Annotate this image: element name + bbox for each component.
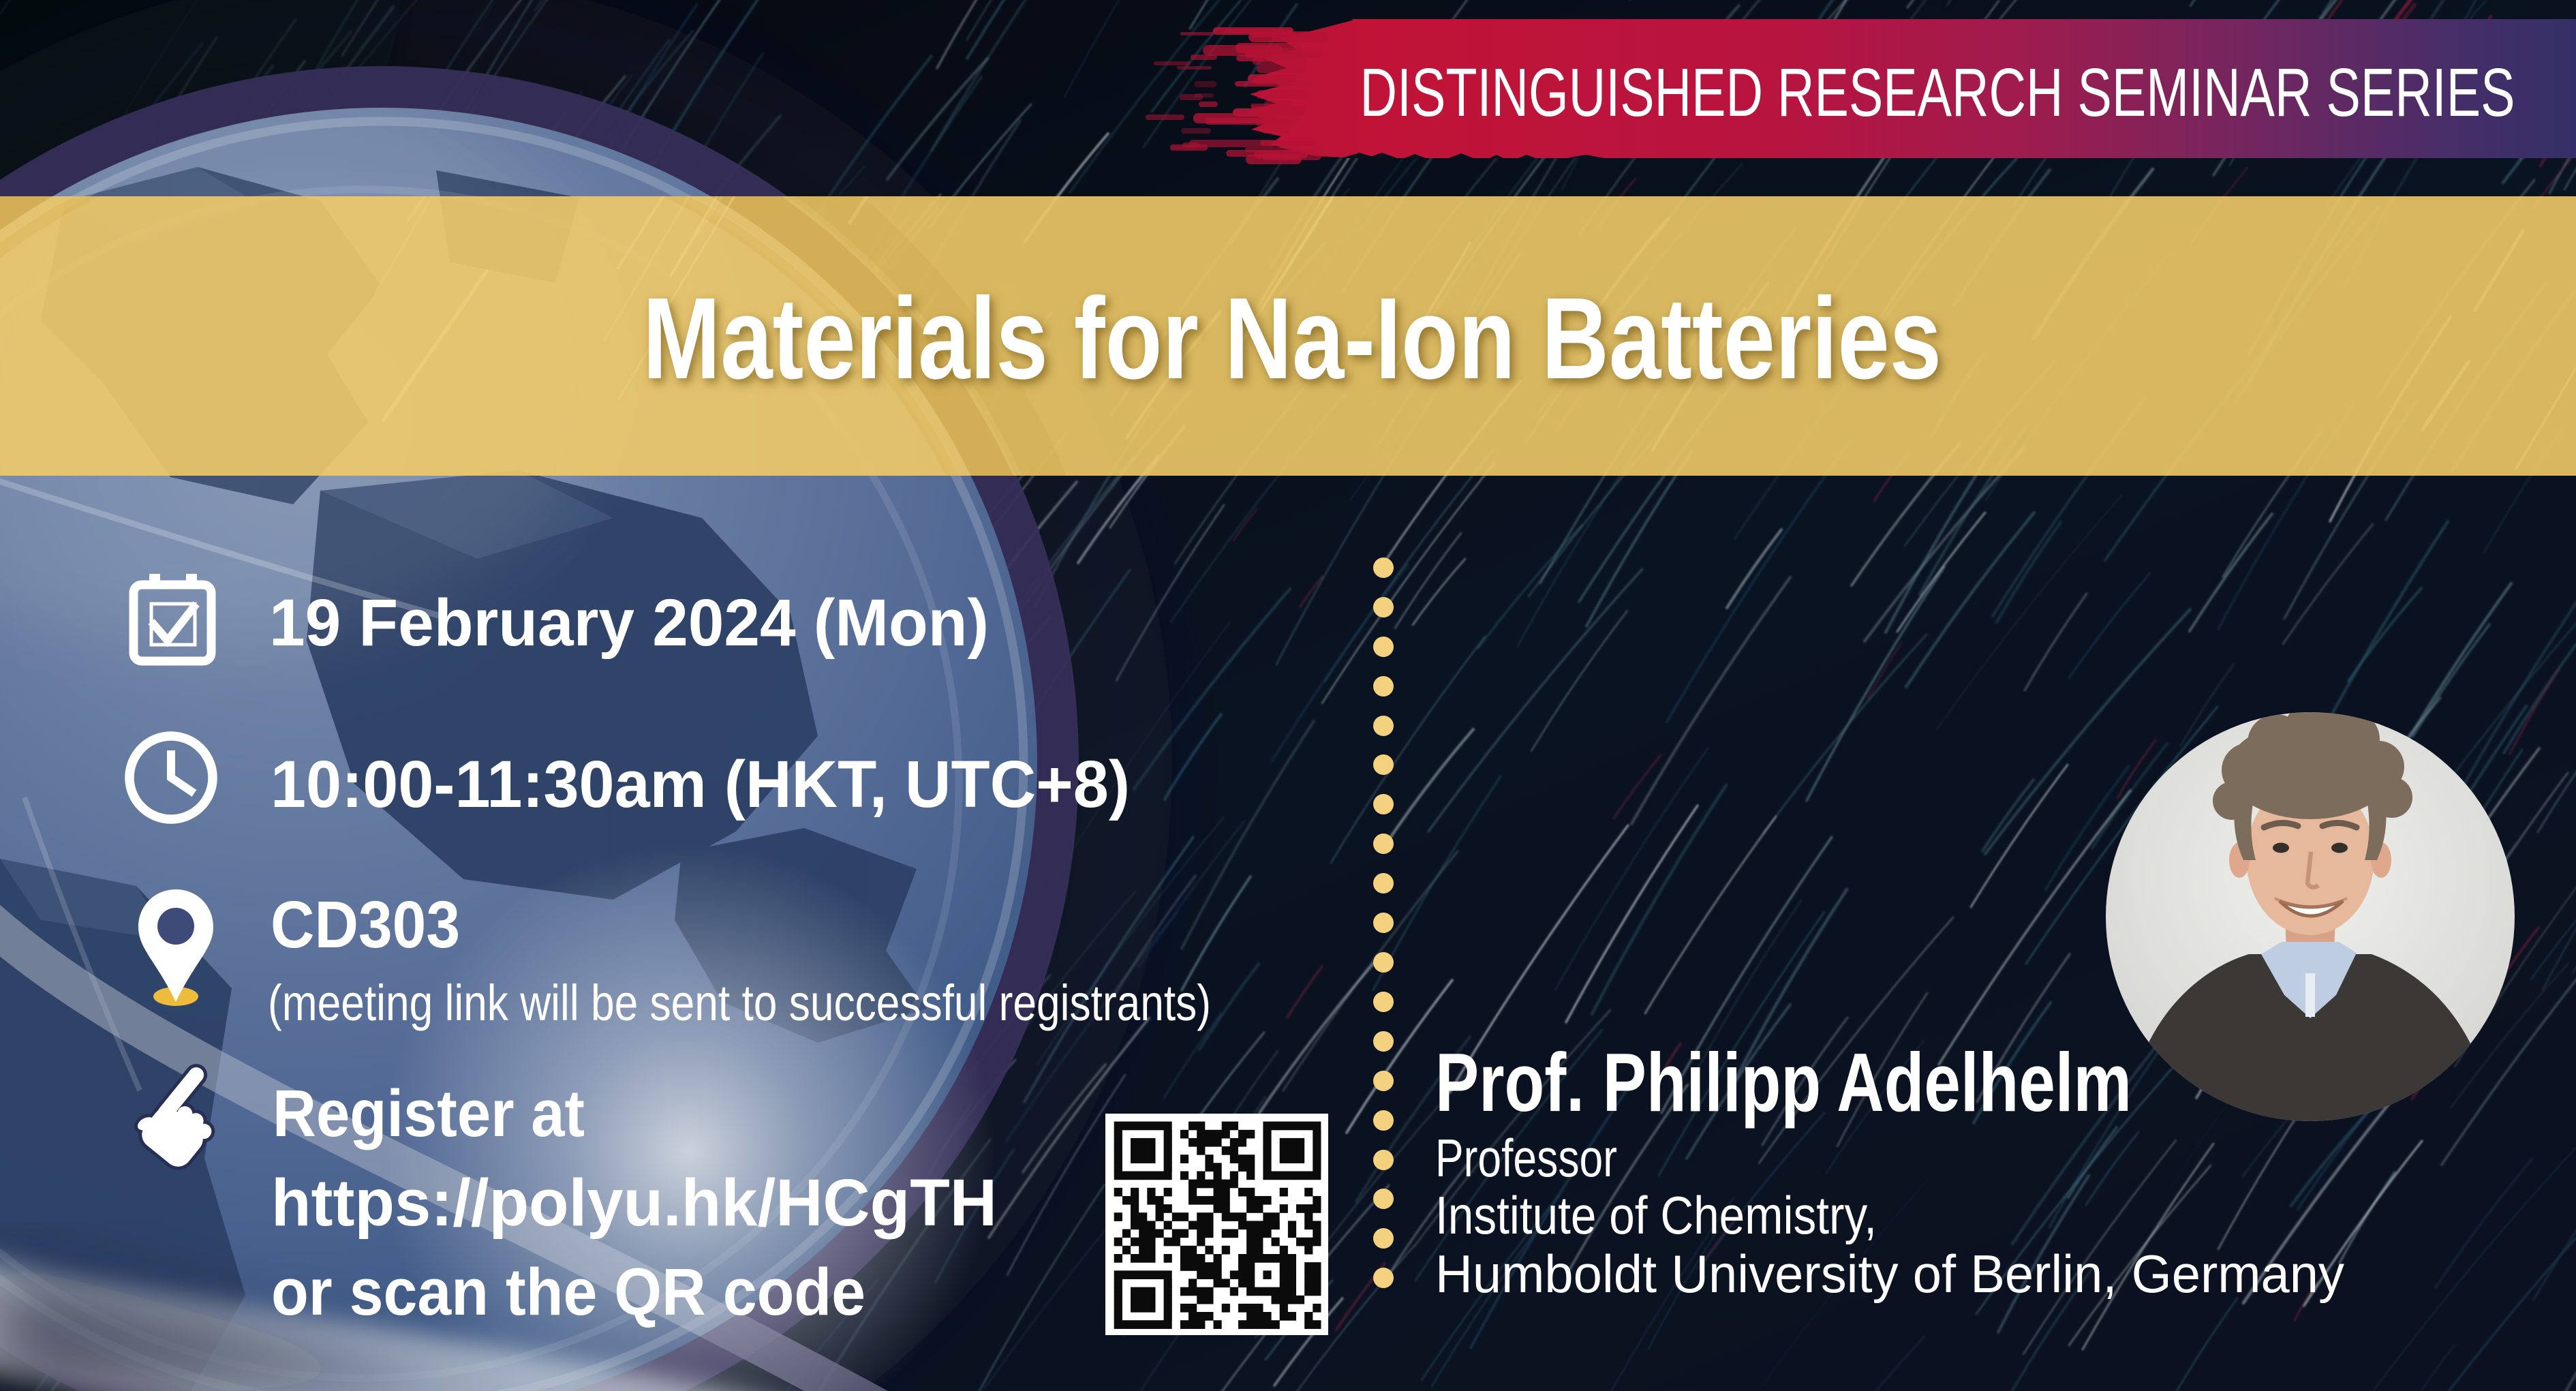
svg-text:(meeting link will be sent to: (meeting link will be sent to successful… (268, 975, 1211, 1031)
svg-text:Institute of Chemistry,: Institute of Chemistry, (1435, 1185, 1877, 1245)
svg-text:Materials for Na-Ion Batteries: Materials for Na-Ion Batteries (643, 274, 1942, 403)
svg-text:Professor: Professor (1435, 1128, 1617, 1188)
svg-text:Humboldt University of Berlin,: Humboldt University of Berlin, Germany (1435, 1244, 2344, 1304)
svg-text:10:00-11:30am (HKT, UTC+8): 10:00-11:30am (HKT, UTC+8) (271, 747, 1130, 821)
svg-text:19 February 2024 (Mon): 19 February 2024 (Mon) (269, 585, 989, 660)
svg-text:https://polyu.hk/HCgTH: https://polyu.hk/HCgTH (271, 1165, 997, 1240)
svg-text:DISTINGUISHED RESEARCH SEMINAR: DISTINGUISHED RESEARCH SEMINAR SERIES (1360, 55, 2515, 131)
svg-text:CD303: CD303 (271, 887, 460, 962)
svg-text:Register at: Register at (273, 1076, 585, 1150)
svg-text:Prof. Philipp Adelhelm: Prof. Philipp Adelhelm (1435, 1036, 2132, 1129)
svg-text:or scan the QR code: or scan the QR code (271, 1255, 865, 1329)
